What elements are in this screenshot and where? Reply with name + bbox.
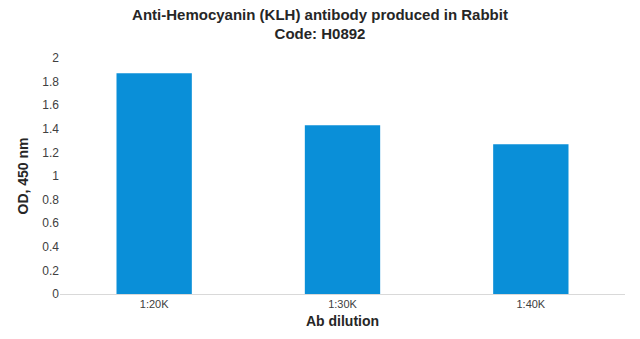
svg-text:0.8: 0.8	[42, 193, 59, 207]
svg-text:0.4: 0.4	[42, 240, 59, 254]
svg-text:1.6: 1.6	[42, 98, 59, 112]
svg-text:Ab dilution: Ab dilution	[306, 313, 379, 329]
svg-text:OD, 450 nm: OD, 450 nm	[15, 137, 31, 214]
svg-text:1:30K: 1:30K	[328, 298, 357, 310]
svg-text:1.4: 1.4	[42, 122, 59, 136]
svg-text:2: 2	[52, 51, 59, 65]
svg-text:0.6: 0.6	[42, 216, 59, 230]
svg-text:1:40K: 1:40K	[516, 298, 545, 310]
svg-text:1: 1	[52, 169, 59, 183]
svg-text:Anti-Hemocyanin (KLH) antibody: Anti-Hemocyanin (KLH) antibody produced …	[132, 6, 508, 43]
svg-text:0.2: 0.2	[42, 264, 59, 278]
svg-text:1:20K: 1:20K	[140, 298, 169, 310]
svg-text:1.2: 1.2	[42, 146, 59, 160]
svg-text:1.8: 1.8	[42, 75, 59, 89]
svg-text:0: 0	[52, 287, 59, 301]
